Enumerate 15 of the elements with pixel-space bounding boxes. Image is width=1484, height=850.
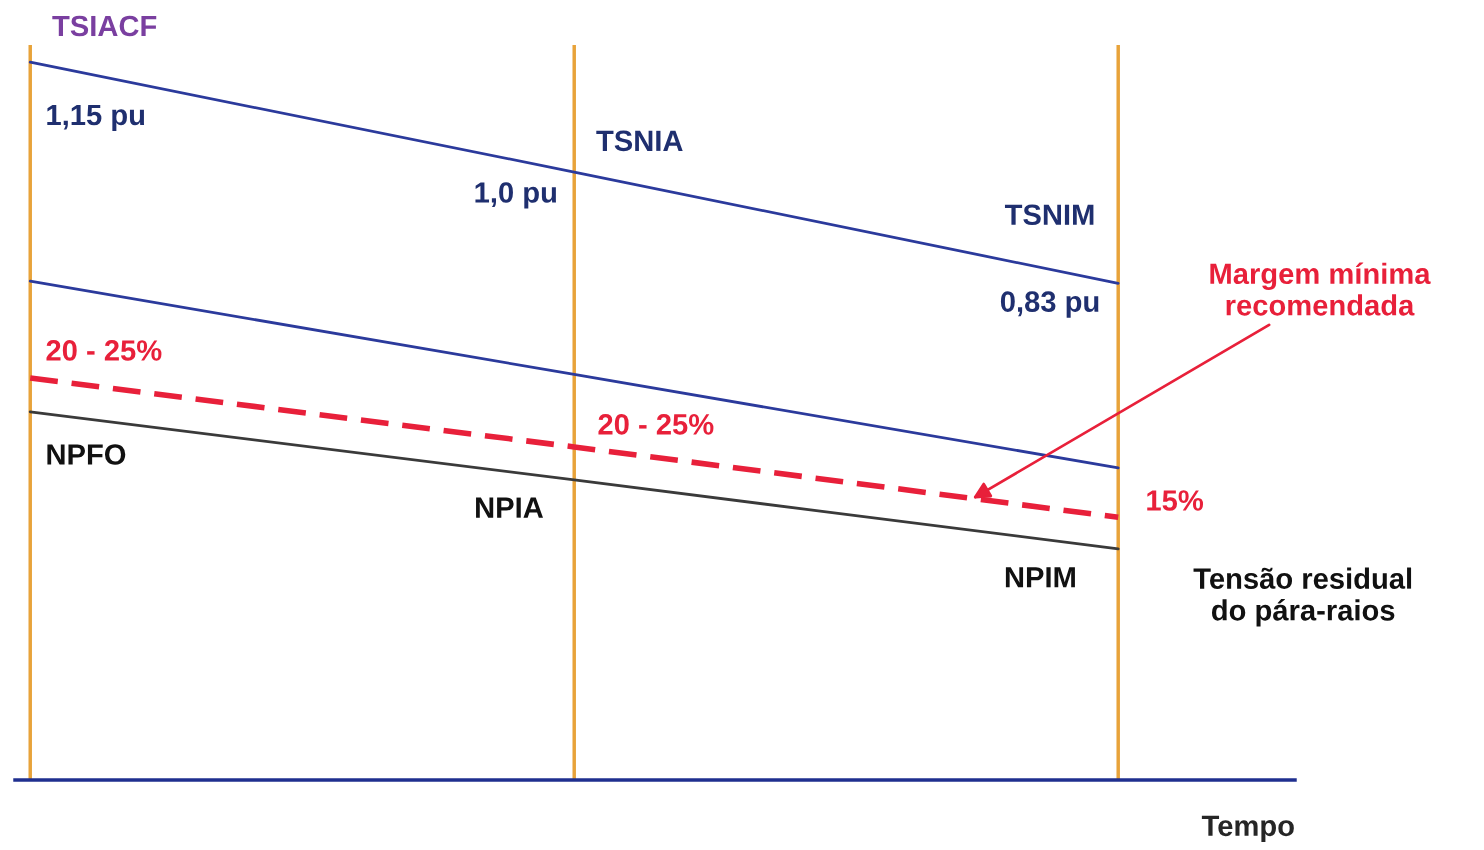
annotation: Margem mínima recomendada — [1210, 262, 1431, 316]
annotation: NPFO — [47, 444, 126, 465]
annotation: 15% — [1147, 490, 1204, 511]
annotation: TSNIA — [596, 130, 683, 152]
text: TSIACF — [52, 15, 157, 37]
annotation: NPIM — [1005, 567, 1075, 588]
annotation: 20 - 25% — [598, 414, 714, 435]
annotation: 20 - 25% — [46, 340, 162, 361]
annotation: TSNIM — [1004, 204, 1094, 226]
annotation: 0,83 pu — [1000, 291, 1099, 318]
x-axis-title: Tempo — [1201, 815, 1294, 842]
annotation: 1,0 pu — [475, 182, 556, 209]
annotation: NPIA — [476, 497, 544, 518]
annotation: 1,15 pu — [47, 104, 145, 132]
annotation: Tensão residual do pára-raios — [1193, 567, 1412, 627]
